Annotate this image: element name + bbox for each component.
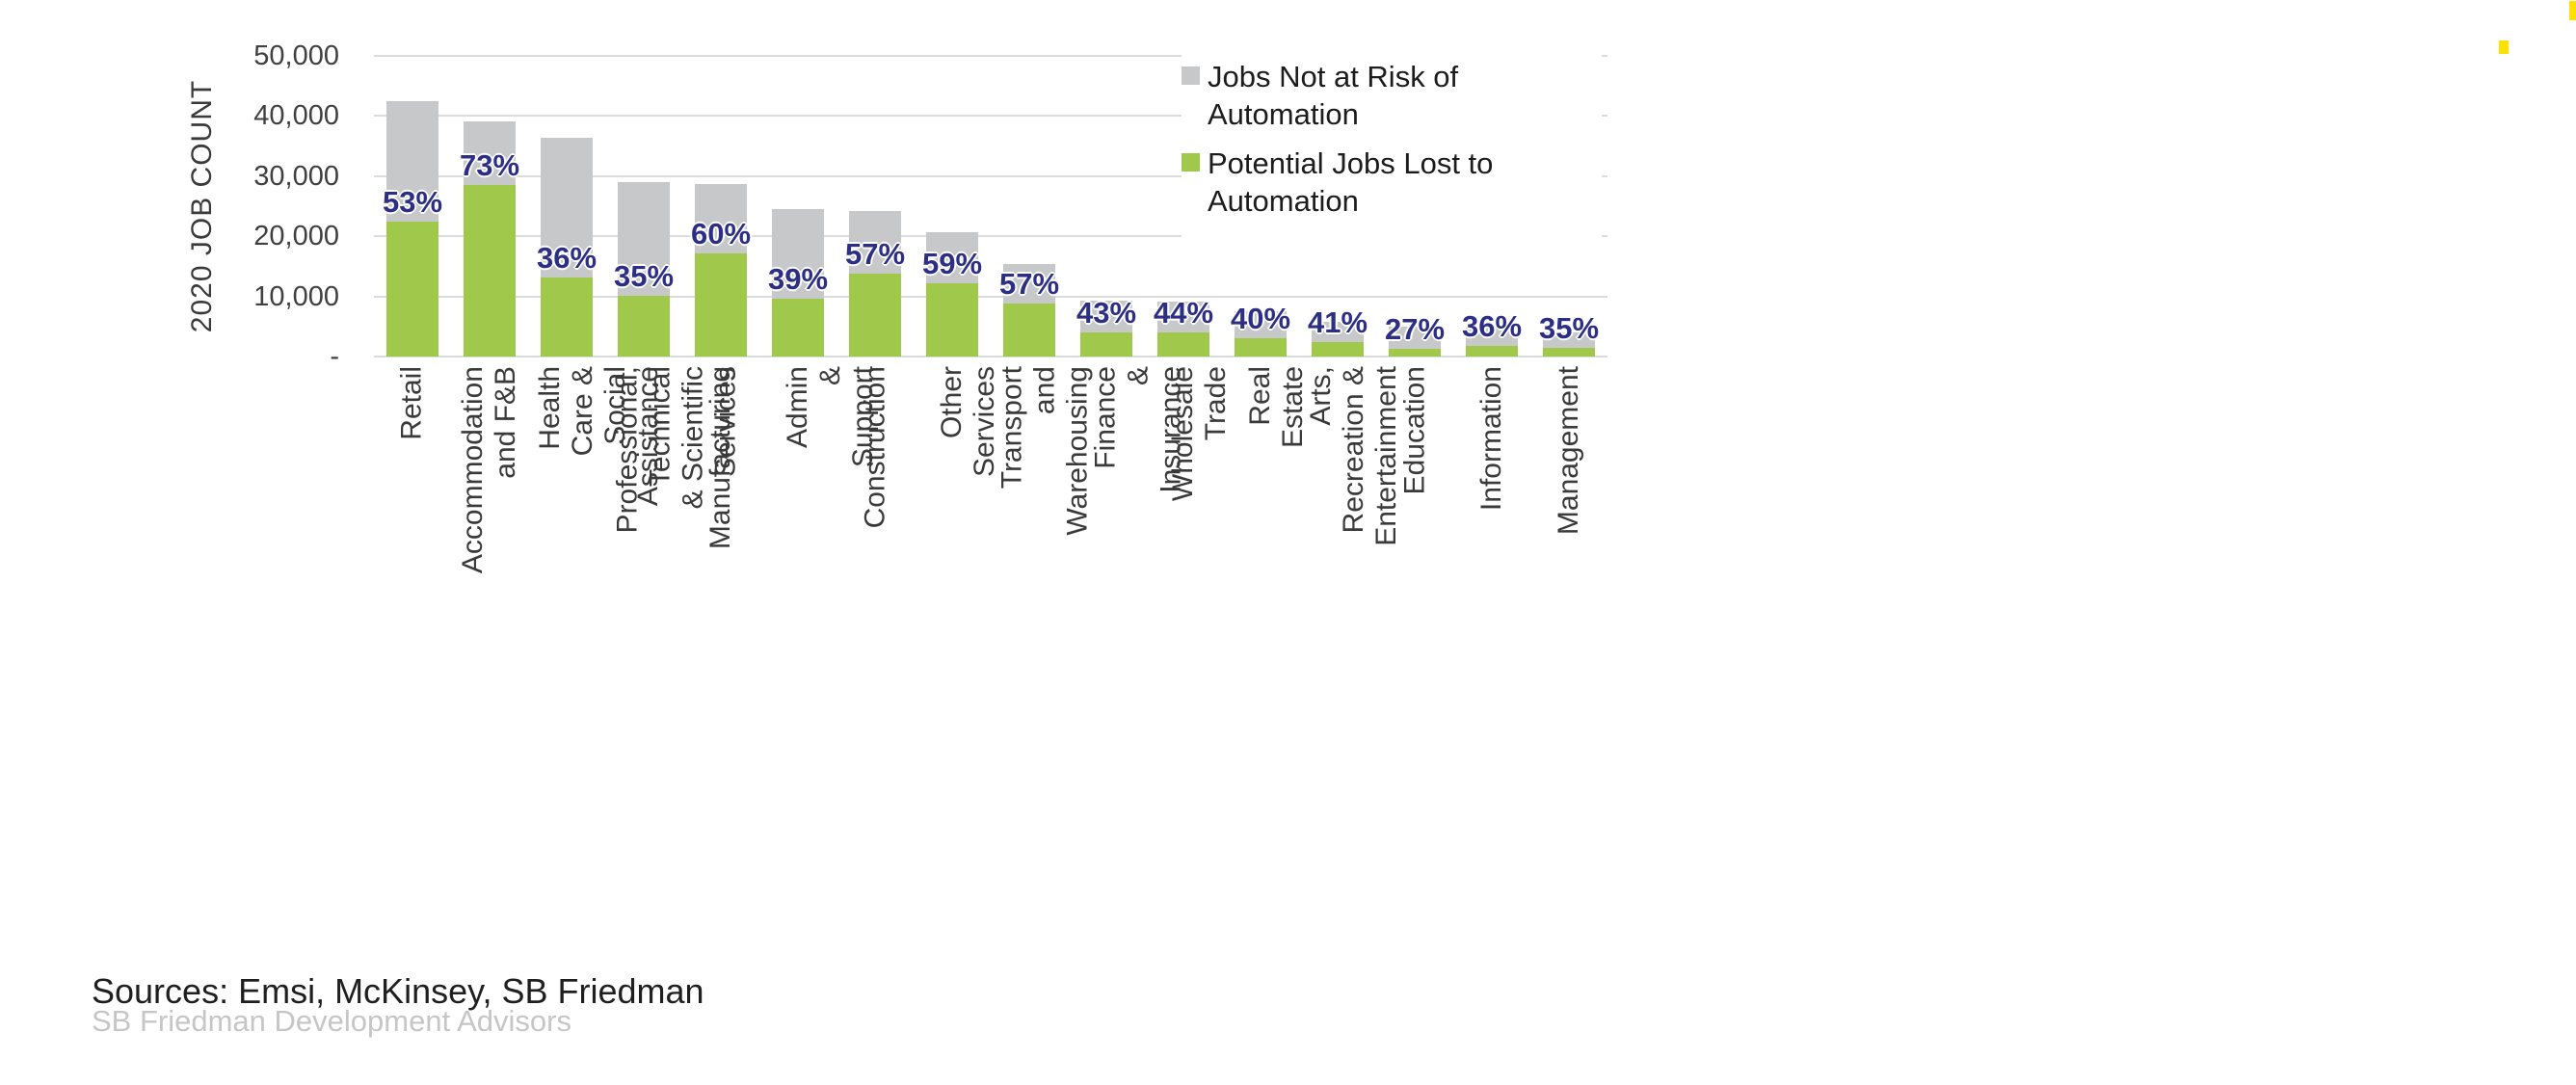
plot-area: 53% 73% 36% 35% 60% 39% 57% 59% 57% 43% 44% 40% 41% 2… [374, 55, 1607, 357]
pct-label-finance-insurance: 43% [1076, 296, 1137, 330]
yellow-artifact-mark [2569, 1, 2576, 20]
gridline-40-000 [374, 115, 1607, 118]
attribution-text: SB Friedman Development Advisors [92, 1004, 571, 1038]
bar-other-services-not-at-risk-segment [926, 232, 978, 283]
bar-education-not-at-risk-segment [1389, 327, 1441, 349]
y-tick-label-50-000: 50,000 [253, 40, 339, 71]
x-label-transport-and: Transport and Warehousing [996, 366, 1094, 536]
sources-text: Sources: Emsi, McKinsey, SB Friedman [92, 971, 704, 1011]
pct-label-information: 36% [1461, 309, 1523, 343]
gridline-20-000 [374, 235, 1607, 238]
pct-label-manufacturing: 60% [690, 217, 752, 251]
footer: Sources: Emsi, McKinsey, SB Friedman SB … [92, 971, 704, 1037]
pct-label-admin-support: 39% [767, 262, 829, 296]
x-label-management: Management [1553, 366, 1584, 536]
bar-admin-support-not-at-risk-segment [772, 209, 824, 299]
pct-label-health-care-social: 36% [536, 241, 598, 275]
x-label-arts-recreation: Arts, Recreation & Entertainment [1305, 366, 1402, 546]
legend-item-not-at-risk: Jobs Not at Risk of Automation [1182, 58, 1602, 133]
bar-transport-and-jobs-lost-segment [1003, 304, 1055, 357]
bar-health-care-social-jobs-lost-segment [541, 278, 593, 357]
bar-arts-recreation-jobs-lost-segment [1312, 342, 1364, 357]
pct-label-construction: 57% [844, 237, 906, 271]
x-label-wholesale-trade: Wholesale Trade [1167, 366, 1232, 502]
pct-label-accommodation: 73% [459, 148, 520, 182]
bar-finance-insurance-not-at-risk-segment [1080, 301, 1132, 332]
bar-management-jobs-lost-segment [1543, 348, 1595, 357]
x-label-accommodation: Accommodation and F&B [457, 366, 521, 574]
y-tick-label-10-000: 10,000 [253, 280, 339, 312]
legend-item-jobs-lost: Potential Jobs Lost to Automation [1182, 145, 1602, 220]
bar-wholesale-trade-not-at-risk-segment [1157, 302, 1209, 332]
bar-professional-technical-not-at-risk-segment [618, 182, 670, 296]
legend-label-jobs-lost: Potential Jobs Lost to Automation [1208, 146, 1494, 218]
y-tick-label-40-000: 40,000 [253, 100, 339, 132]
pct-label-management: 35% [1538, 311, 1600, 345]
pct-label-other-services: 59% [921, 247, 983, 280]
bar-finance-insurance-jobs-lost-segment [1080, 332, 1132, 357]
bar-admin-support-jobs-lost-segment [772, 299, 824, 357]
x-label-manufacturing: Manufacturing [704, 366, 736, 550]
gridline-10-000 [374, 295, 1607, 298]
bar-retail-not-at-risk-segment [386, 101, 438, 222]
pct-label-education: 27% [1384, 312, 1446, 346]
stacked-bar-chart: 2020 JOB COUNT 50,000 40,000 30,000 20,000 1… [0, 0, 1638, 732]
bar-management-not-at-risk-segment [1543, 332, 1595, 348]
bar-manufacturing-jobs-lost-segment [695, 253, 747, 357]
bar-professional-technical-jobs-lost-segment [618, 296, 670, 357]
bar-other-services-jobs-lost-segment [926, 283, 978, 357]
bar-arts-recreation-not-at-risk-segment [1312, 322, 1364, 342]
legend-label-not-at-risk: Jobs Not at Risk of Automation [1208, 60, 1459, 131]
x-label-retail: Retail [396, 366, 428, 440]
bar-information-jobs-lost-segment [1466, 346, 1518, 357]
x-label-real-estate: Real Estate [1244, 365, 1309, 449]
bar-retail-jobs-lost-segment [386, 222, 438, 357]
gridline-zero [374, 356, 1607, 357]
x-label-other-services: Other Services [936, 365, 1000, 478]
bar-wholesale-trade-jobs-lost-segment [1157, 332, 1209, 357]
bar-health-care-social-not-at-risk-segment [541, 138, 593, 278]
pct-label-retail: 53% [382, 185, 443, 219]
y-tick-label-30-000: 30,000 [253, 160, 339, 192]
y-tick-label-zero: - [330, 341, 339, 372]
bar-construction-jobs-lost-segment [849, 274, 901, 357]
yellow-artifact-mark [2499, 40, 2509, 54]
bar-manufacturing-not-at-risk-segment [695, 184, 747, 253]
bar-real-estate-not-at-risk-segment [1235, 311, 1287, 338]
legend-swatch-green-icon [1182, 153, 1200, 172]
legend: Jobs Not at Risk of Automation Potential… [1182, 54, 1602, 237]
bar-transport-and-not-at-risk-segment [1003, 264, 1055, 304]
pct-label-arts-recreation: 41% [1307, 305, 1368, 339]
y-tick-label-20-000: 20,000 [253, 221, 339, 252]
pct-label-wholesale-trade: 44% [1153, 296, 1214, 330]
legend-swatch-gray-icon [1182, 66, 1200, 85]
x-label-education: Education [1398, 366, 1430, 495]
gridline-50-000 [374, 55, 1607, 57]
pct-label-professional-technical: 35% [613, 259, 675, 293]
bar-real-estate-jobs-lost-segment [1235, 338, 1287, 357]
gridline-30-000 [374, 174, 1607, 177]
bar-construction-not-at-risk-segment [849, 211, 901, 274]
pct-label-real-estate: 40% [1230, 302, 1291, 335]
bar-accommodation-not-at-risk-segment [464, 121, 516, 185]
bar-education-jobs-lost-segment [1389, 349, 1441, 357]
bar-information-not-at-risk-segment [1466, 328, 1518, 346]
bar-accommodation-jobs-lost-segment [464, 185, 516, 357]
x-label-information: Information [1475, 366, 1507, 512]
x-label-construction: Construction [859, 366, 890, 529]
pct-label-transport-and: 57% [998, 267, 1060, 301]
